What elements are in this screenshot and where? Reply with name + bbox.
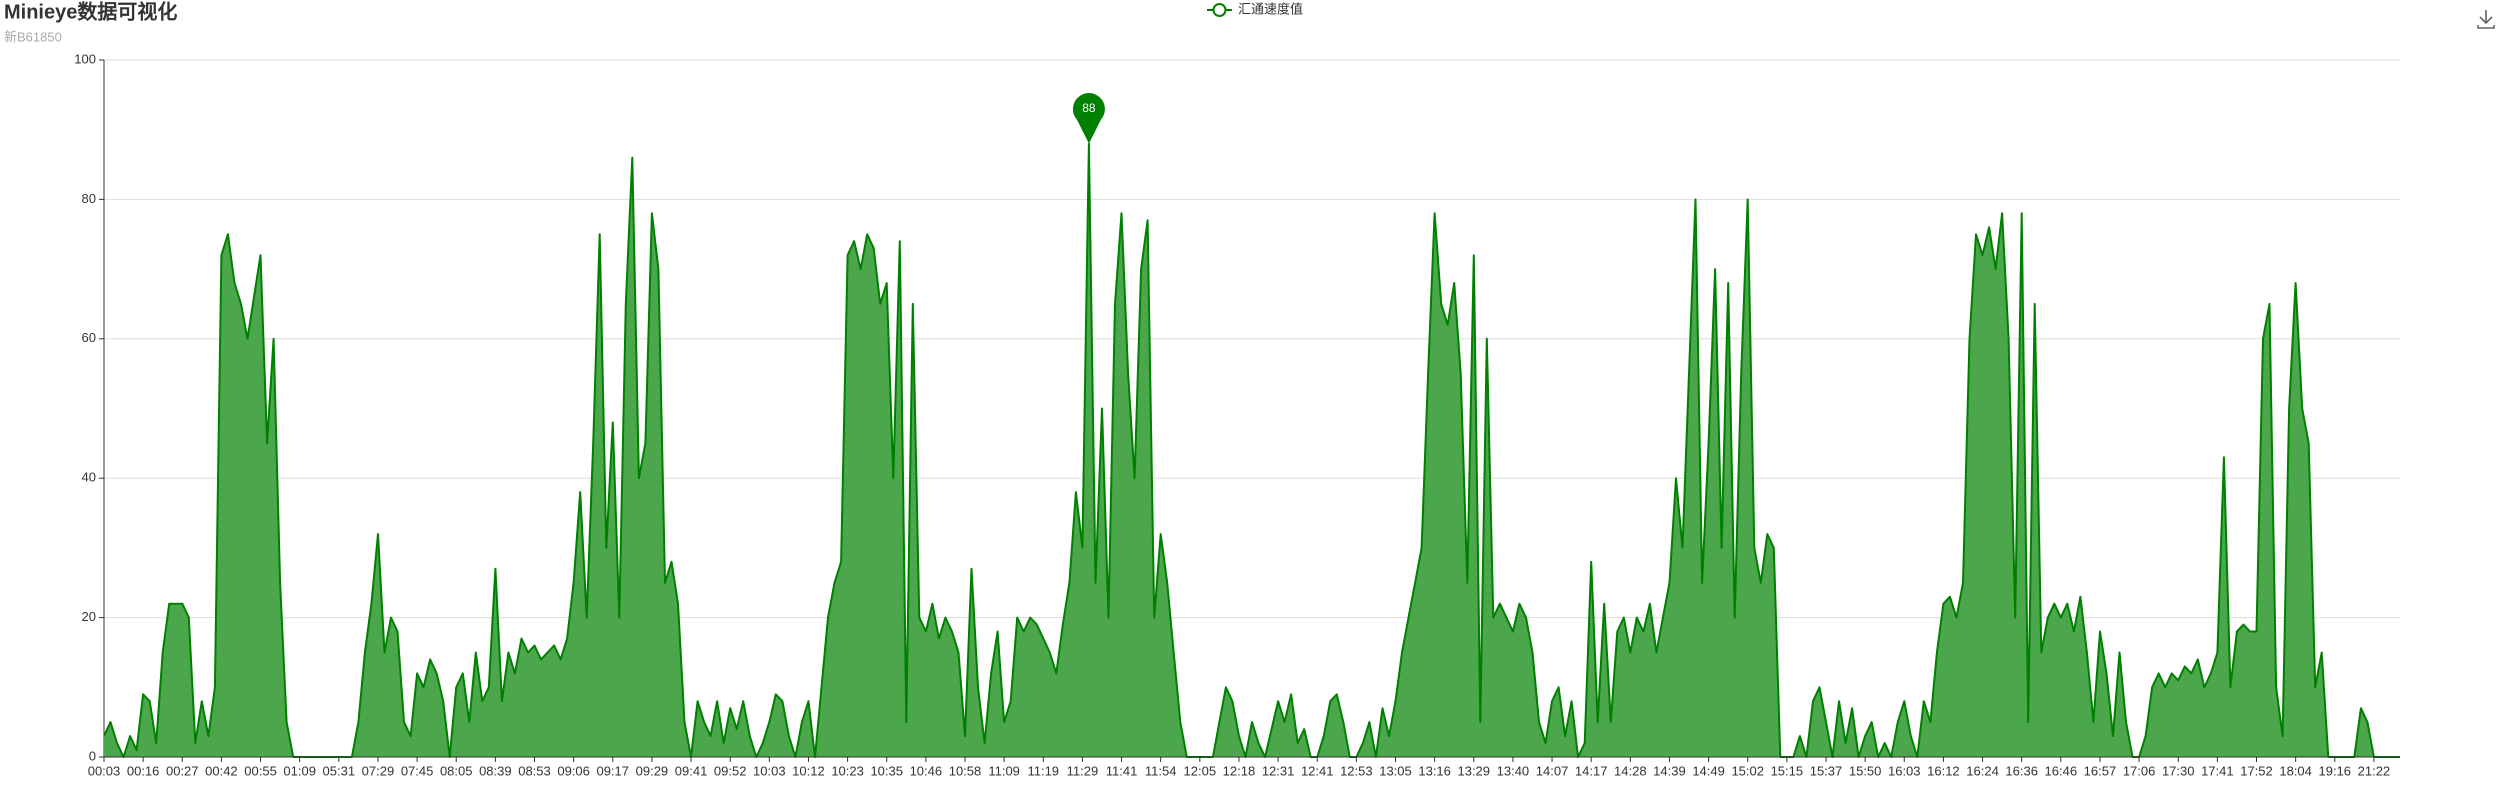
- x-tick-label: 14:28: [1614, 763, 1647, 778]
- x-tick-label: 14:07: [1536, 763, 1569, 778]
- x-tick-label: 09:06: [557, 763, 590, 778]
- y-tick-label: 0: [89, 748, 96, 763]
- download-glyph[interactable]: [2477, 10, 2495, 29]
- max-pin-label: 88: [1082, 101, 1096, 115]
- x-tick-label: 11:41: [1106, 763, 1138, 778]
- x-tick-label: 10:46: [910, 763, 943, 778]
- x-tick-label: 17:06: [2123, 763, 2156, 778]
- x-tick-label: 10:12: [792, 763, 825, 778]
- x-tick-label: 10:35: [870, 763, 903, 778]
- y-tick-label: 40: [82, 470, 96, 485]
- x-tick-label: 15:50: [1849, 763, 1882, 778]
- x-tick-label: 11:19: [1027, 763, 1059, 778]
- y-tick-label: 100: [74, 51, 96, 66]
- x-tick-label: 16:24: [1966, 763, 1999, 778]
- x-tick-label: 17:30: [2162, 763, 2195, 778]
- x-tick-label: 15:37: [1810, 763, 1843, 778]
- x-tick-label: 16:03: [1888, 763, 1921, 778]
- x-tick-label: 16:12: [1927, 763, 1960, 778]
- x-tick-label: 21:22: [2358, 763, 2391, 778]
- x-tick-label: 16:46: [2045, 763, 2078, 778]
- x-tick-label: 19:16: [2318, 763, 2351, 778]
- x-tick-label: 08:05: [440, 763, 473, 778]
- x-tick-label: 08:53: [518, 763, 551, 778]
- x-tick-label: 11:29: [1067, 763, 1099, 778]
- x-tick-label: 10:58: [949, 763, 982, 778]
- x-tick-label: 09:41: [675, 763, 708, 778]
- x-tick-label: 15:02: [1731, 763, 1764, 778]
- x-tick-label: 12:31: [1262, 763, 1295, 778]
- x-tick-label: 17:52: [2240, 763, 2273, 778]
- legend-label: 汇通速度值: [1238, 1, 1303, 16]
- x-tick-label: 08:39: [479, 763, 512, 778]
- x-tick-label: 14:17: [1575, 763, 1608, 778]
- x-tick-label: 12:18: [1223, 763, 1256, 778]
- x-tick-label: 13:05: [1379, 763, 1412, 778]
- chart-title: Minieye数据可视化: [4, 0, 177, 23]
- x-tick-label: 13:40: [1497, 763, 1530, 778]
- y-tick-label: 60: [82, 330, 96, 345]
- x-tick-label: 11:54: [1145, 763, 1177, 778]
- max-pin: [1072, 93, 1105, 144]
- x-tick-label: 15:15: [1771, 763, 1804, 778]
- x-tick-label: 00:03: [88, 763, 121, 778]
- x-tick-label: 14:49: [1692, 763, 1725, 778]
- x-tick-label: 09:52: [714, 763, 747, 778]
- download-icon[interactable]: [2477, 10, 2495, 29]
- x-tick-label: 10:03: [753, 763, 786, 778]
- series-line: [103, 142, 2400, 758]
- x-tick-label: 10:23: [831, 763, 864, 778]
- x-tick-label: 09:29: [636, 763, 669, 778]
- legend-symbol: [1212, 3, 1227, 17]
- y-tick-label: 20: [82, 609, 96, 624]
- x-tick-label: 13:29: [1457, 763, 1490, 778]
- x-tick-label: 07:29: [362, 763, 395, 778]
- x-tick-label: 12:05: [1184, 763, 1217, 778]
- x-tick-label: 00:42: [205, 763, 238, 778]
- x-tick-label: 00:55: [244, 763, 277, 778]
- x-tick-label: 16:36: [2005, 763, 2038, 778]
- x-tick-label: 07:45: [401, 763, 434, 778]
- x-tick-label: 00:16: [127, 763, 160, 778]
- x-tick-label: 13:16: [1418, 763, 1451, 778]
- x-tick-label: 16:57: [2084, 763, 2117, 778]
- x-tick-label: 00:27: [166, 763, 199, 778]
- x-tick-label: 12:41: [1301, 763, 1334, 778]
- chart-subtitle: 新B61850: [4, 29, 62, 44]
- x-tick-label: 18:04: [2279, 763, 2312, 778]
- x-tick-label: 14:39: [1653, 763, 1686, 778]
- x-tick-label: 01:09: [283, 763, 316, 778]
- x-tick-label: 12:53: [1340, 763, 1373, 778]
- series-area: [104, 143, 2400, 758]
- y-tick-label: 80: [82, 191, 96, 206]
- x-tick-label: 05:31: [323, 763, 356, 778]
- x-tick-label: 11:09: [988, 763, 1020, 778]
- x-tick-label: 09:17: [596, 763, 629, 778]
- x-tick-label: 17:41: [2201, 763, 2234, 778]
